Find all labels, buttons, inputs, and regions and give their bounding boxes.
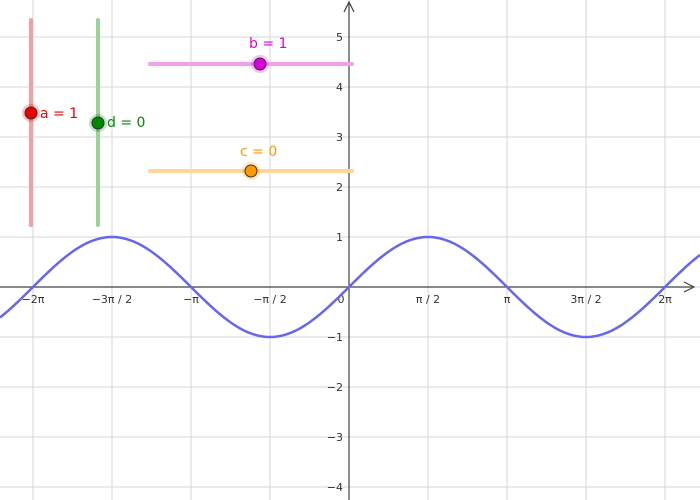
y-tick-label: 3 — [336, 131, 343, 144]
slider-c-handle[interactable] — [244, 164, 258, 178]
slider-c-label: c = 0 — [240, 144, 277, 160]
slider-d-handle[interactable] — [91, 116, 105, 130]
x-tick-label: −π / 2 — [253, 293, 287, 306]
sine-curve — [0, 235, 700, 339]
x-tick-label: −3π / 2 — [92, 293, 133, 306]
y-tick-label: −2 — [327, 381, 343, 394]
slider-a-label: a = 1 — [40, 106, 78, 122]
y-tick-label: 2 — [336, 181, 343, 194]
slider-a-handle[interactable] — [24, 106, 38, 120]
y-tick-label: −4 — [327, 481, 343, 494]
x-tick-labels: −2π −3π / 2 −π −π / 2 0 π / 2 π 3π / 2 2π — [22, 293, 673, 306]
slider-b-label: b = 1 — [249, 36, 287, 52]
y-tick-label: 1 — [336, 231, 343, 244]
x-tick-label: π / 2 — [416, 293, 440, 306]
x-tick-label: 0 — [338, 293, 345, 306]
slider-b-handle[interactable] — [253, 57, 267, 71]
y-tick-label: −1 — [327, 331, 343, 344]
x-axis — [0, 281, 696, 293]
y-tick-labels: 5 4 3 2 1 −1 −2 −3 −4 — [327, 31, 343, 494]
slider-d-label: d = 0 — [107, 115, 145, 131]
slider-d[interactable]: d = 0 — [89, 18, 145, 227]
y-tick-label: 5 — [336, 31, 343, 44]
y-axis — [343, 0, 355, 500]
x-axis-arrow-icon — [683, 281, 696, 293]
slider-a[interactable]: a = 1 — [22, 18, 78, 227]
slider-b[interactable]: b = 1 — [148, 36, 354, 73]
x-tick-label: −2π — [22, 293, 45, 306]
slider-c[interactable]: c = 0 — [148, 144, 354, 180]
y-tick-label: 4 — [336, 81, 343, 94]
x-tick-label: π — [504, 293, 511, 306]
y-axis-arrow-icon — [343, 0, 355, 13]
x-tick-label: 2π — [658, 293, 672, 306]
x-tick-label: 3π / 2 — [570, 293, 601, 306]
x-tick-label: −π — [183, 293, 199, 306]
y-tick-label: −3 — [327, 431, 343, 444]
